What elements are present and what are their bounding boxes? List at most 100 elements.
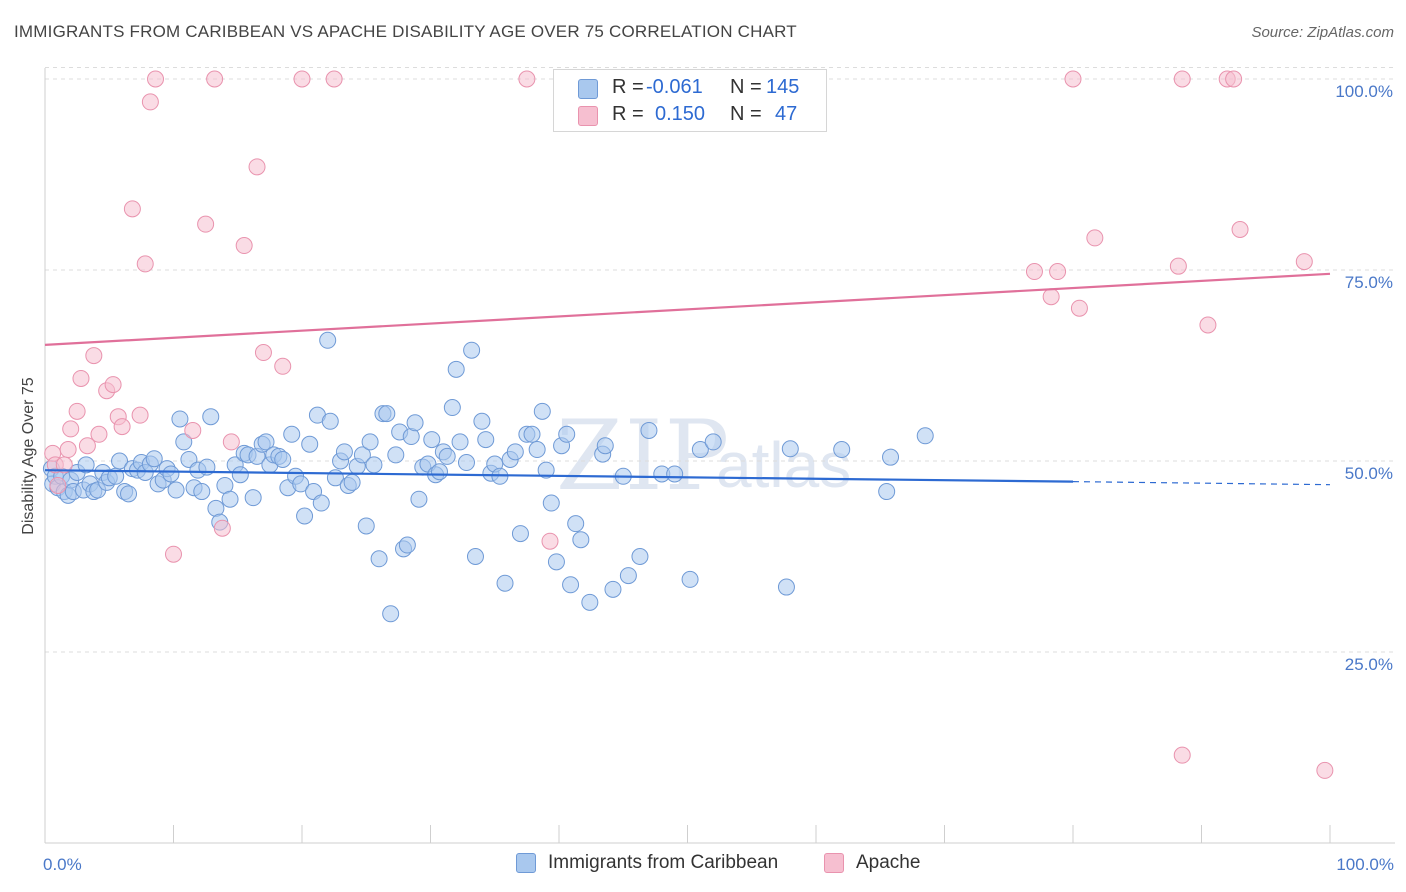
data-point-caribbean [447, 360, 465, 378]
data-point-caribbean [167, 481, 185, 499]
bottom-legend-swatch-apache [824, 853, 844, 873]
data-point-caribbean [193, 483, 211, 501]
y-axis-title: Disability Age Over 75 [20, 377, 37, 535]
data-point-caribbean [443, 399, 461, 417]
data-point-apache [1049, 263, 1067, 281]
data-point-caribbean [581, 593, 599, 611]
x-tick-label: 0.0% [43, 855, 82, 874]
data-point-caribbean [244, 489, 262, 507]
data-point-apache [62, 420, 80, 438]
data-point-apache [206, 70, 224, 88]
data-point-apache [274, 357, 292, 375]
data-point-caribbean [120, 485, 138, 503]
data-point-caribbean [777, 578, 795, 596]
legend-n-label: N = [730, 103, 762, 125]
data-point-apache [1086, 229, 1104, 247]
data-point-apache [136, 255, 154, 273]
data-point-apache [1064, 70, 1082, 88]
data-point-apache [59, 441, 77, 459]
data-point-caribbean [321, 412, 339, 430]
data-point-caribbean [528, 441, 546, 459]
series-caribbean-points [42, 331, 934, 623]
data-point-caribbean [353, 446, 371, 464]
data-point-caribbean [312, 494, 330, 512]
watermark-atlas: atlas [716, 429, 852, 501]
data-point-caribbean [406, 414, 424, 432]
legend-swatch-apache [578, 106, 598, 126]
data-point-caribbean [301, 435, 319, 453]
data-point-apache [131, 406, 149, 424]
data-point-caribbean [370, 550, 388, 568]
legend-swatch-caribbean [578, 79, 598, 99]
y-tick-label: 100.0% [1335, 82, 1393, 101]
data-point-caribbean [833, 441, 851, 459]
data-point-caribbean [704, 433, 722, 451]
data-point-caribbean [365, 456, 383, 474]
trend-line-apache [44, 272, 1331, 346]
data-point-caribbean [335, 443, 353, 461]
data-point-apache [293, 70, 311, 88]
correlation-legend: R = -0.061 N = 145 R = 0.150 N = 47 [553, 69, 827, 132]
data-point-caribbean [451, 433, 469, 451]
data-point-apache [78, 437, 96, 455]
data-point-caribbean [466, 548, 484, 565]
bottom-legend-caribbean: Immigrants from Caribbean [516, 852, 806, 878]
y-tick-label: 75.0% [1345, 273, 1393, 292]
data-point-caribbean [604, 580, 622, 598]
data-point-caribbean [463, 341, 481, 359]
data-point-caribbean [162, 465, 180, 483]
grid-lines [45, 67, 1395, 653]
data-point-caribbean [596, 437, 614, 455]
data-point-apache [325, 70, 343, 88]
data-point-apache [1231, 221, 1249, 239]
data-point-caribbean [292, 475, 310, 493]
trend-extension-caribbean [1072, 481, 1331, 486]
legend-n-label: N = [730, 76, 762, 98]
data-point-caribbean [691, 441, 709, 459]
data-point-caribbean [111, 452, 129, 470]
bottom-legend-label-apache: Apache [856, 852, 921, 873]
legend-n-value: 47 [775, 103, 798, 125]
data-point-apache [113, 418, 131, 436]
data-point-caribbean [631, 548, 649, 565]
data-point-caribbean [357, 517, 375, 535]
data-point-caribbean [171, 410, 189, 428]
data-point-apache [518, 70, 536, 88]
data-point-apache [123, 200, 141, 218]
data-point-caribbean [572, 531, 590, 549]
data-point-apache [197, 215, 215, 233]
legend-r-value: -0.061 [646, 76, 703, 98]
data-point-caribbean [145, 450, 163, 468]
legend-n-value: 145 [766, 76, 800, 98]
data-point-apache [147, 70, 165, 88]
data-point-caribbean [537, 461, 555, 479]
data-point-caribbean [202, 408, 220, 426]
data-point-caribbean [781, 440, 799, 458]
data-point-caribbean [477, 431, 495, 449]
data-point-apache [1295, 253, 1313, 271]
bottom-legend-label-caribbean: Immigrants from Caribbean [548, 852, 779, 873]
data-point-caribbean [274, 450, 292, 468]
trend-lines [44, 272, 1331, 486]
data-point-apache [222, 433, 240, 451]
data-point-caribbean [681, 570, 699, 588]
trend-line-caribbean [44, 469, 1074, 483]
data-point-apache [1173, 746, 1191, 764]
bottom-legend-swatch-caribbean [516, 853, 536, 873]
legend-row-apache: R = 0.150 N = 47 [554, 103, 826, 129]
data-point-caribbean [506, 443, 524, 461]
data-point-caribbean [257, 433, 275, 451]
legend-r-label: R = [612, 76, 644, 98]
data-point-caribbean [378, 405, 396, 423]
data-point-caribbean [533, 402, 551, 420]
data-point-apache [1199, 316, 1217, 334]
data-point-caribbean [542, 494, 560, 512]
data-point-apache [1316, 761, 1334, 779]
data-point-caribbean [547, 553, 565, 571]
data-point-apache [184, 421, 202, 439]
data-point-apache [49, 476, 67, 494]
data-point-caribbean [562, 576, 580, 594]
chart-title: IMMIGRANTS FROM CARIBBEAN VS APACHE DISA… [14, 22, 797, 41]
data-point-caribbean [361, 433, 379, 451]
